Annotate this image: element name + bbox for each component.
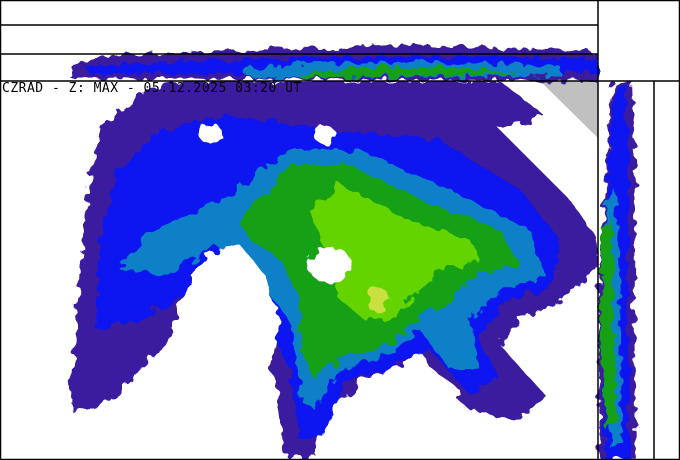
- no-coverage-area: [540, 81, 598, 138]
- echo-gap: [340, 360, 460, 460]
- max-reflectivity-plan-view: [0, 81, 598, 460]
- echo-level-5: [310, 185, 480, 320]
- echo-gap: [500, 110, 598, 240]
- section-level-4: [300, 66, 520, 78]
- north-south-cross-section: [70, 45, 598, 81]
- east-west-cross-section: [598, 81, 636, 460]
- echo-level-6: [368, 286, 388, 314]
- product-title: CZRAD - Z: MAX - 05.12.2025 03:20 UT: [2, 81, 302, 96]
- echo-gap: [308, 247, 352, 283]
- echo-gap: [314, 126, 336, 144]
- echo-gap: [150, 245, 280, 460]
- section-level-4: [600, 220, 616, 430]
- echo-gap: [0, 81, 80, 460]
- echo-gap: [198, 123, 222, 143]
